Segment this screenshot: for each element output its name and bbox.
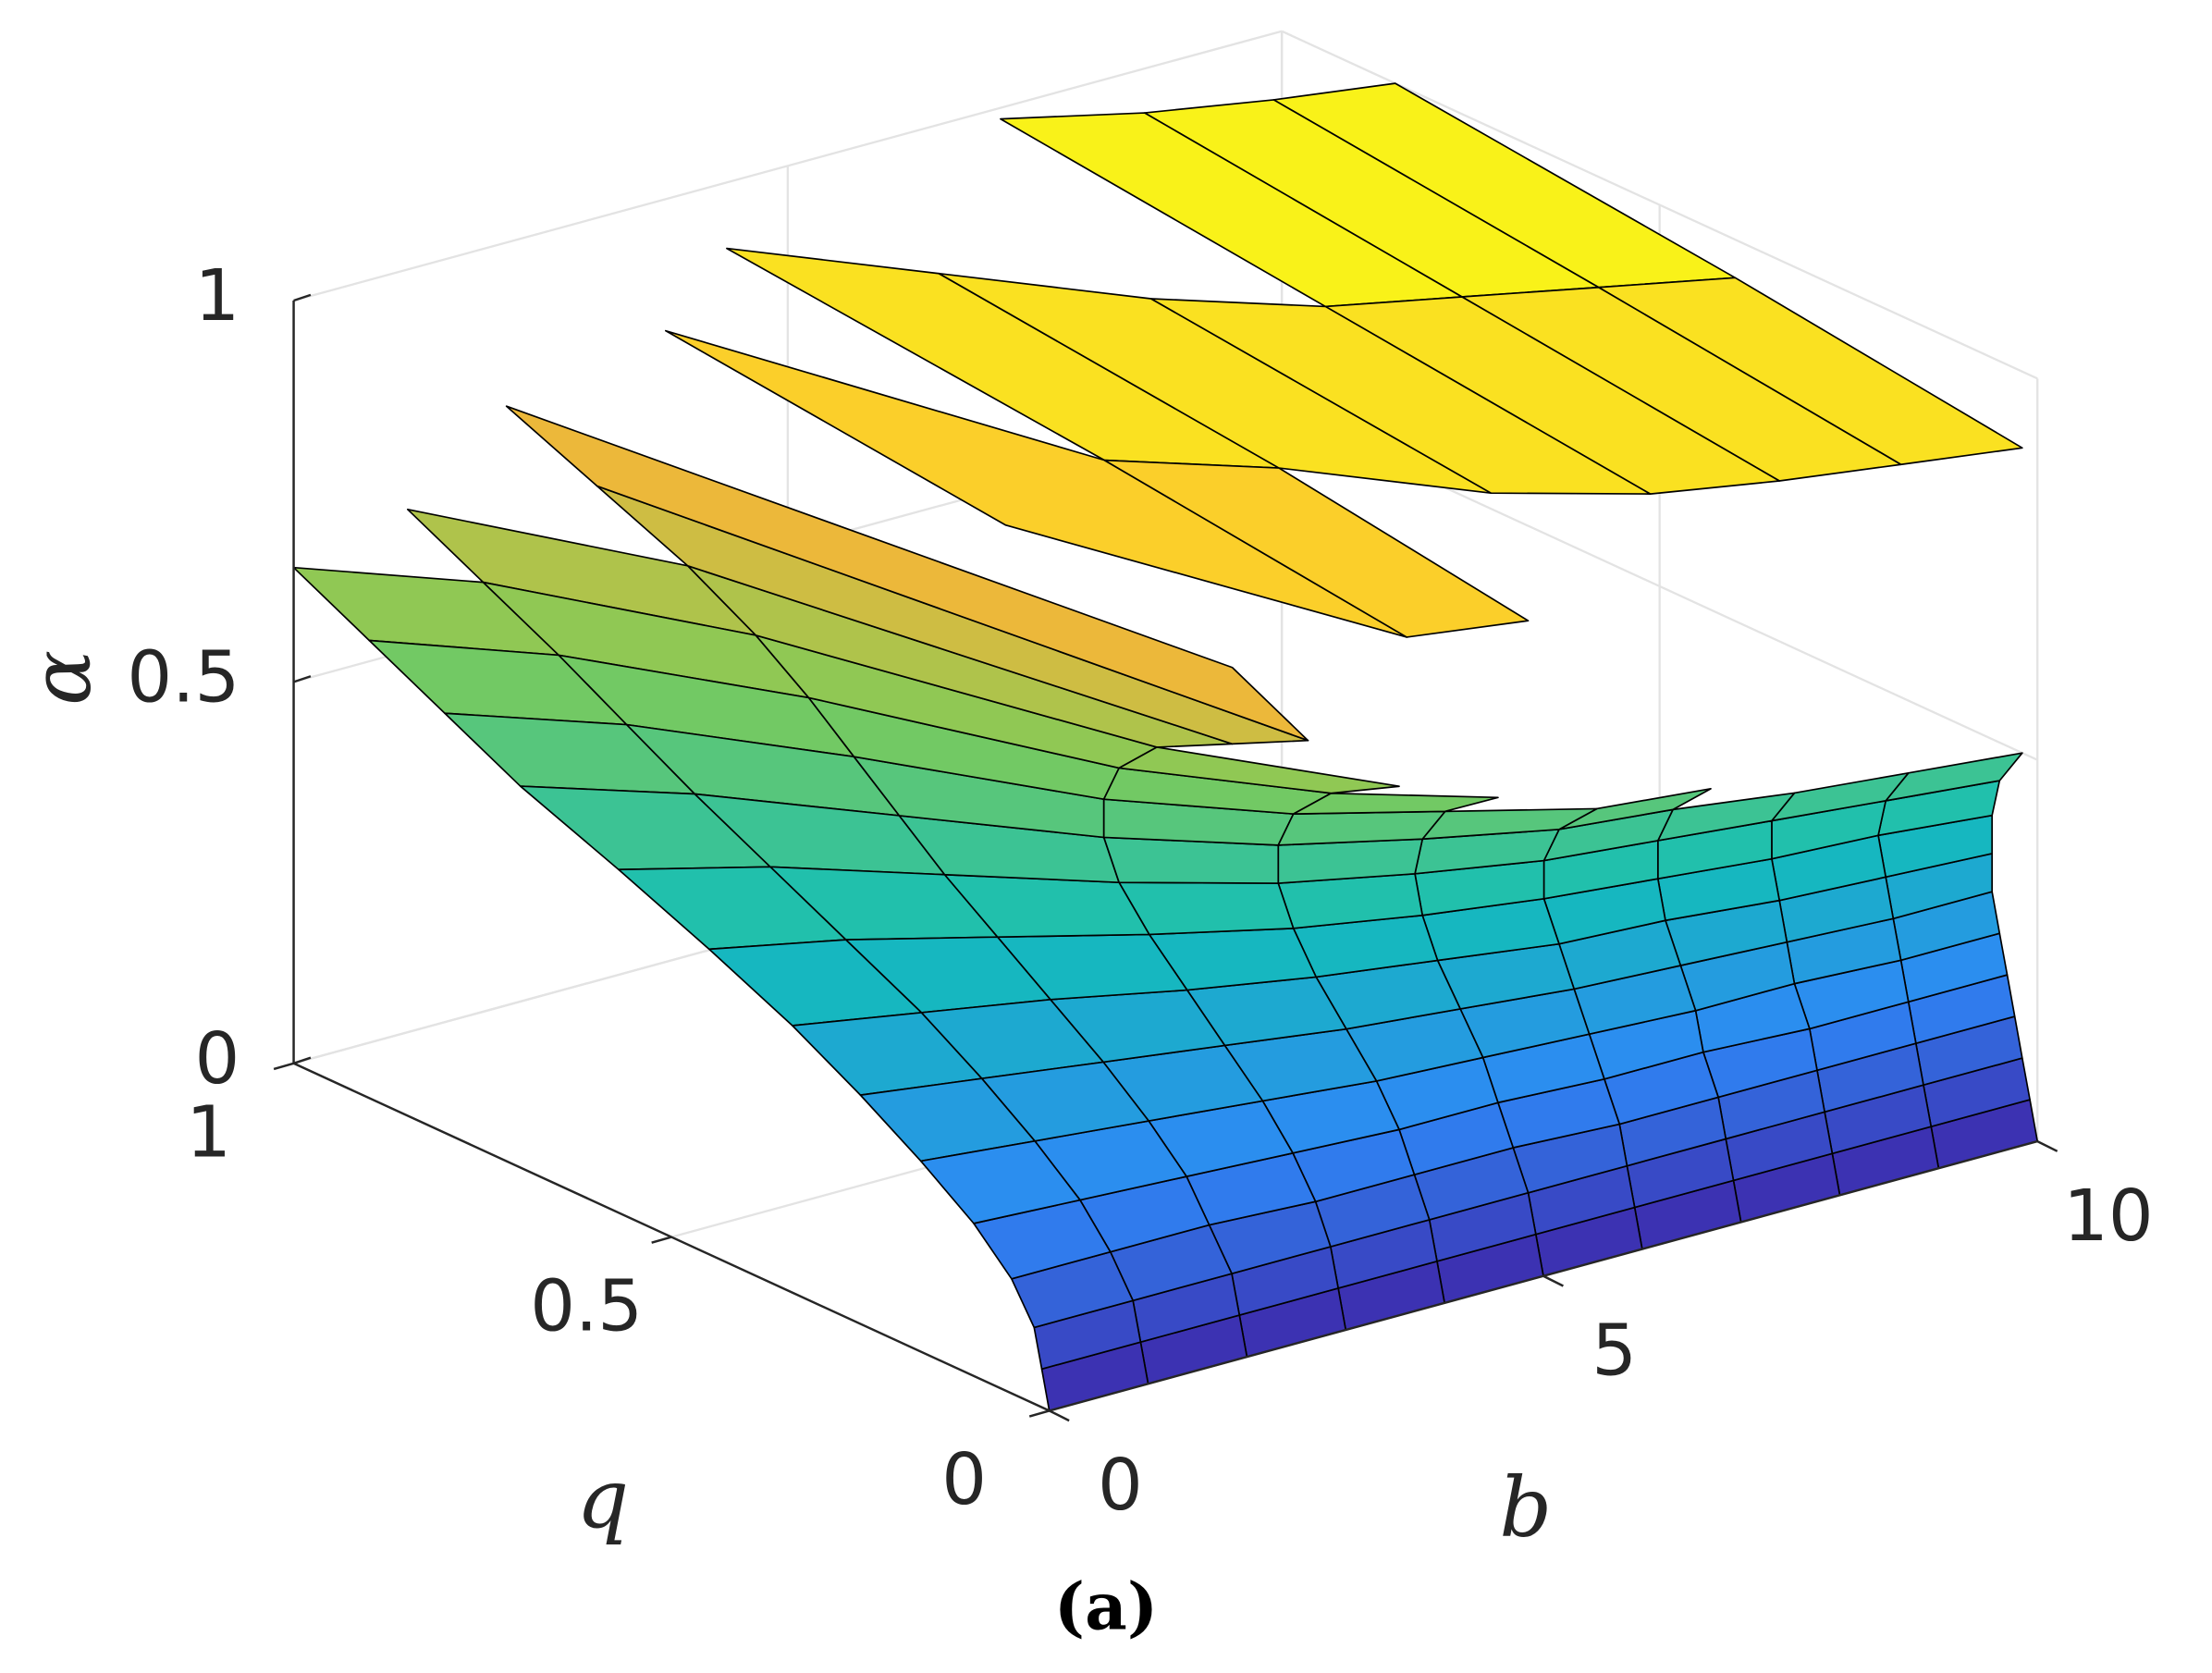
x-tick-label: 0: [1098, 1445, 1143, 1527]
x-tick: [1049, 1409, 1070, 1422]
x-tick: [1542, 1274, 1564, 1287]
y-tick: [1028, 1409, 1051, 1418]
surface-patch: [919, 1139, 1081, 1224]
y-tick-label: 0.5: [530, 1265, 643, 1347]
y-tick-label: 1: [186, 1091, 231, 1174]
surface-patch: [1149, 298, 1652, 495]
z-tick-label: 0: [195, 1018, 240, 1101]
y-axis-label: q: [576, 1450, 629, 1546]
grid-line: [293, 30, 1283, 302]
x-tick-label: 10: [2063, 1175, 2154, 1258]
grid-line: [1281, 30, 2038, 380]
y-tick-label: 0: [941, 1439, 987, 1521]
z-tick-label: 0.5: [127, 636, 240, 719]
surface-patch: [1118, 746, 1400, 794]
x-tick-label: 5: [1591, 1310, 1637, 1393]
surface-patch: [1103, 459, 1530, 638]
y-tick: [651, 1236, 672, 1244]
x-axis-label: b: [1499, 1459, 1552, 1556]
caption: (a): [1054, 1568, 1158, 1645]
surface-patch: [505, 405, 1309, 742]
z-tick-label: 1: [195, 255, 240, 338]
x-tick: [2036, 1140, 2058, 1152]
z-tick: [293, 293, 312, 302]
z-tick: [293, 1056, 312, 1064]
z-axis-label: α: [13, 650, 109, 706]
y-tick: [273, 1062, 294, 1071]
z-tick: [293, 675, 312, 683]
surface: [292, 82, 2039, 1412]
surface-patch: [1292, 792, 1499, 815]
